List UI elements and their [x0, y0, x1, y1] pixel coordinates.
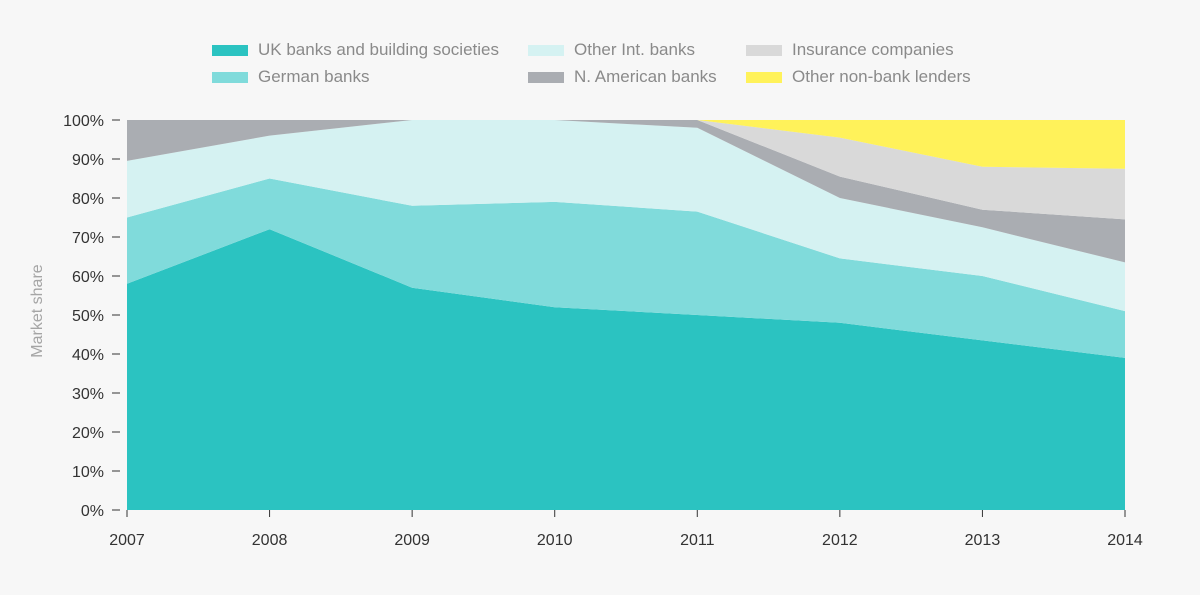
legend-label-other-non-bank-lenders: Other non-bank lenders: [792, 67, 971, 86]
legend-swatch-n-american-banks: [528, 71, 564, 83]
y-tick-label: 70%: [72, 230, 104, 247]
x-tick-label: 2014: [1107, 532, 1143, 549]
x-axis: 2007 2008 2009 2010 2011 2012 2013 2014: [109, 510, 1143, 549]
y-tick-label: 40%: [72, 347, 104, 364]
legend-label-german-banks: German banks: [258, 67, 370, 86]
legend-item-german-banks: German banks: [212, 65, 370, 89]
legend-label-n-american-banks: N. American banks: [574, 67, 717, 86]
legend-item-n-american-banks: N. American banks: [528, 65, 717, 89]
legend-item-other-int-banks: Other Int. banks: [528, 38, 695, 62]
y-tick-label: 60%: [72, 269, 104, 286]
legend-item-other-non-bank-lenders: Other non-bank lenders: [746, 65, 971, 89]
y-tick-label: 20%: [72, 425, 104, 442]
legend-swatch-other-int-banks: [528, 44, 564, 56]
y-tick-label: 10%: [72, 464, 104, 481]
legend-item-insurance-companies: Insurance companies: [746, 38, 954, 62]
legend: UK banks and building societies German b…: [212, 38, 1012, 94]
area-other-int-banks: [127, 120, 1125, 312]
legend-label-uk-banks: UK banks and building societies: [258, 40, 499, 59]
legend-swatch-german-banks: [212, 71, 248, 83]
x-tick-label: 2012: [822, 532, 858, 549]
legend-label-other-int-banks: Other Int. banks: [574, 40, 695, 59]
y-tick-label: 30%: [72, 386, 104, 403]
y-tick-label: 90%: [72, 152, 104, 169]
y-tick-label: 100%: [63, 113, 104, 130]
area-uk-banks-and-building-societies: [127, 229, 1125, 510]
y-tick-label: 80%: [72, 191, 104, 208]
x-tick-label: 2013: [965, 532, 1001, 549]
x-tick-label: 2011: [680, 532, 715, 549]
legend-item-uk-banks: UK banks and building societies: [212, 38, 499, 62]
y-tick-label: 50%: [72, 308, 104, 325]
x-tick-label: 2007: [109, 532, 145, 549]
legend-label-insurance-companies: Insurance companies: [792, 40, 954, 59]
area-layers: [127, 120, 1125, 510]
x-tick-label: 2010: [537, 532, 573, 549]
y-axis-title: Market share: [29, 264, 46, 357]
area-insurance-companies: [127, 120, 1125, 220]
area-german-banks: [127, 178, 1125, 358]
x-tick-label: 2008: [252, 532, 288, 549]
area-n-american-banks: [127, 120, 1125, 263]
area-other-non-bank-lenders: [127, 120, 1125, 169]
legend-swatch-insurance-companies: [746, 44, 782, 56]
legend-swatch-other-non-bank-lenders: [746, 71, 782, 83]
legend-swatch-uk-banks: [212, 44, 248, 56]
y-tick-label: 0%: [81, 503, 104, 520]
y-axis: 0% 10% 20% 30% 40% 50% 60% 70% 80% 90% 100%: [63, 113, 120, 520]
x-tick-label: 2009: [394, 532, 430, 549]
